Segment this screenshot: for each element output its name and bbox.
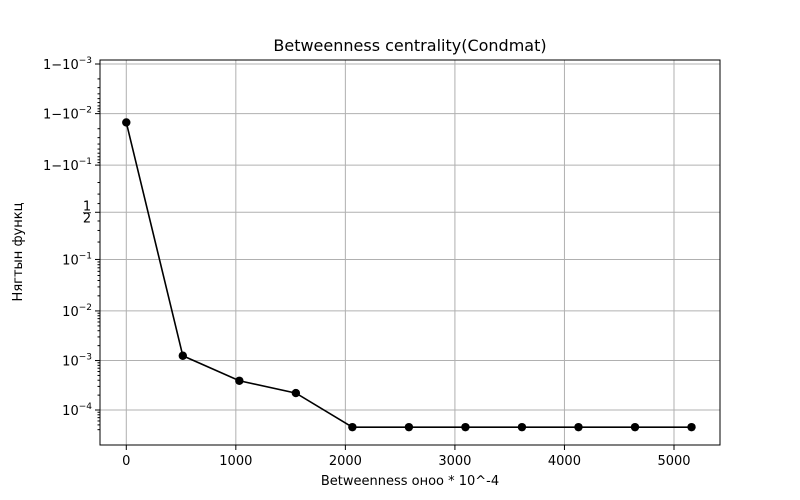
data-point xyxy=(178,351,188,360)
x-tick-label: 5000 xyxy=(657,454,690,469)
x-tick-label: 3000 xyxy=(438,454,471,469)
x-axis-label: Betweenness оноо * 10^-4 xyxy=(321,474,499,489)
y-tick-label: 12 xyxy=(83,199,91,226)
data-point xyxy=(404,422,414,432)
plot-frame xyxy=(99,59,721,446)
y-tick-label: 10−1 xyxy=(62,251,92,268)
y-tick-label: 1−10−2 xyxy=(43,106,92,123)
data-point xyxy=(517,422,527,432)
y-axis-label: Нягтын функц xyxy=(11,202,26,301)
series-group xyxy=(122,118,696,432)
data-point xyxy=(630,422,640,432)
chart-title: Betweenness centrality(Condmat) xyxy=(273,36,546,55)
x-tick-label: 0 xyxy=(122,454,130,469)
data-point xyxy=(574,422,583,432)
y-tick-label-denominator: 2 xyxy=(83,211,91,226)
grid-lines xyxy=(100,60,720,445)
y-axis-ticks: 10−4 10−3 10−2 10−1 12 1−10−1 1−10−2 1−10−3 xyxy=(43,56,100,431)
data-point xyxy=(122,118,131,127)
y-tick-label: 10−4 xyxy=(62,402,92,419)
series-line xyxy=(125,122,692,428)
x-tick-label: 4000 xyxy=(548,454,581,469)
data-point xyxy=(235,376,244,385)
y-tick-label: 10−2 xyxy=(62,303,92,320)
data-point xyxy=(461,422,470,432)
x-axis-ticks: 0 1000 2000 3000 4000 5000 xyxy=(122,445,691,469)
x-tick-label: 1000 xyxy=(219,454,252,469)
y-tick-label-numerator: 1 xyxy=(83,199,91,214)
y-tick-label: 1−10−3 xyxy=(43,56,92,73)
data-point xyxy=(687,422,696,432)
x-tick-label: 2000 xyxy=(329,454,362,469)
data-point xyxy=(291,388,301,398)
y-tick-label: 10−3 xyxy=(62,353,92,370)
y-tick-label: 1−10−1 xyxy=(43,157,92,174)
data-point xyxy=(348,422,357,432)
